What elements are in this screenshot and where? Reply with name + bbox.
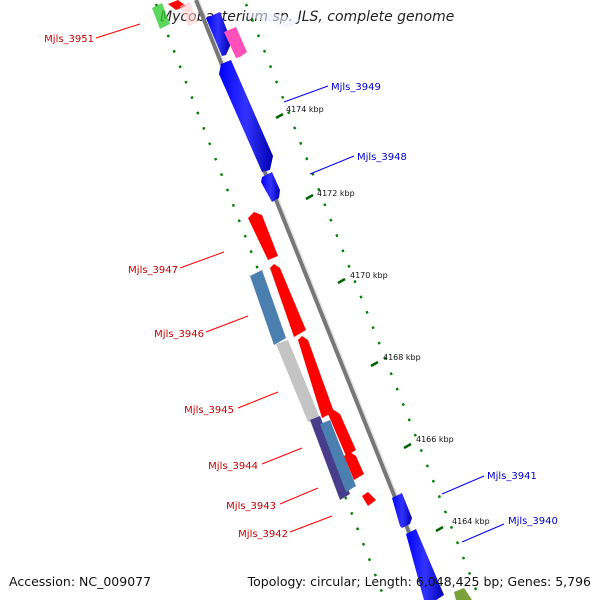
label-3947: Mjls_3947 — [128, 265, 178, 276]
tick-4172 — [305, 193, 314, 201]
gene-bottom-olive-feature[interactable] — [454, 588, 472, 600]
leader-3942 — [289, 515, 333, 533]
right-gene-labels: Mjls_3949 Mjls_3948 Mjls_3941 Mjls_3940 — [331, 82, 558, 527]
tick-4174 — [275, 112, 284, 120]
tick-label-4166: 4166 kbp — [416, 435, 454, 444]
tick-labels: 4174 kbp 4172 kbp 4170 kbp 4168 kbp 4166… — [286, 105, 490, 526]
gene-top-blue-feature[interactable] — [206, 12, 230, 56]
leader-3949 — [283, 85, 329, 103]
leader-3943 — [279, 487, 319, 505]
tick-4168 — [370, 360, 379, 368]
gene-3946-steel-feature[interactable] — [250, 270, 286, 345]
left-gene-labels: Mjls_3951 Mjls_3947 Mjls_3946 Mjls_3945 … — [44, 34, 288, 540]
gene-3949-feature[interactable] — [219, 60, 273, 172]
accession-text: Accession: NC_009077 — [9, 574, 152, 589]
leader-3941 — [441, 475, 485, 495]
ticks — [275, 112, 444, 533]
gene-3943-feature[interactable] — [344, 452, 364, 480]
tick-label-4168: 4168 kbp — [383, 353, 421, 362]
label-3949: Mjls_3949 — [331, 82, 381, 93]
gene-3943-steel-feature[interactable] — [320, 420, 356, 492]
gene-top-pink-feature[interactable] — [224, 27, 247, 58]
label-3942: Mjls_3942 — [238, 529, 288, 540]
gene-3946-feature[interactable] — [270, 264, 306, 337]
topology-text: Topology: circular; Length: 6,048,425 bp… — [247, 574, 591, 589]
leader-3951 — [95, 23, 141, 39]
label-3941: Mjls_3941 — [487, 471, 537, 482]
tick-4170 — [337, 277, 346, 285]
left-leader-lines — [95, 23, 333, 533]
tick-4164 — [435, 525, 444, 533]
label-3946: Mjls_3946 — [154, 329, 204, 340]
leader-3944 — [261, 447, 303, 465]
leader-3945 — [237, 391, 279, 409]
label-3945: Mjls_3945 — [184, 405, 234, 416]
gene-3940-feature[interactable] — [406, 529, 444, 600]
label-3940: Mjls_3940 — [508, 516, 558, 527]
gene-3948-feature[interactable] — [261, 172, 280, 202]
label-3944: Mjls_3944 — [208, 461, 258, 472]
leader-3940 — [461, 523, 505, 543]
gene-faded-feature — [180, 2, 198, 26]
gene-3944-feature[interactable] — [328, 410, 356, 456]
outer-dotted-track — [244, 3, 482, 600]
tick-label-4174: 4174 kbp — [286, 105, 324, 114]
leader-3946 — [205, 315, 249, 333]
right-leader-lines — [283, 85, 505, 543]
gene-3944-slate-feature[interactable] — [310, 416, 350, 500]
gene-3951-feature[interactable] — [152, 3, 170, 29]
gene-3942-feature[interactable] — [362, 492, 376, 506]
label-3943: Mjls_3943 — [226, 501, 276, 512]
tick-label-4170: 4170 kbp — [350, 271, 388, 280]
label-3948: Mjls_3948 — [357, 152, 407, 163]
gene-3941-feature[interactable] — [392, 493, 412, 528]
gene-3945-feature[interactable] — [298, 336, 334, 418]
leader-3947 — [179, 251, 225, 269]
gene-3945-gray-feature[interactable] — [276, 340, 320, 422]
label-3951: Mjls_3951 — [44, 34, 94, 45]
tick-label-4164: 4164 kbp — [452, 517, 490, 526]
leader-3948 — [309, 155, 355, 175]
tick-4166 — [403, 442, 412, 450]
gene-top-pale-feature — [246, 10, 300, 28]
map-title: Mycobacterium sp. JLS, complete genome — [160, 9, 455, 25]
tick-label-4172: 4172 kbp — [317, 189, 355, 198]
gene-3947-feature[interactable] — [248, 212, 278, 260]
